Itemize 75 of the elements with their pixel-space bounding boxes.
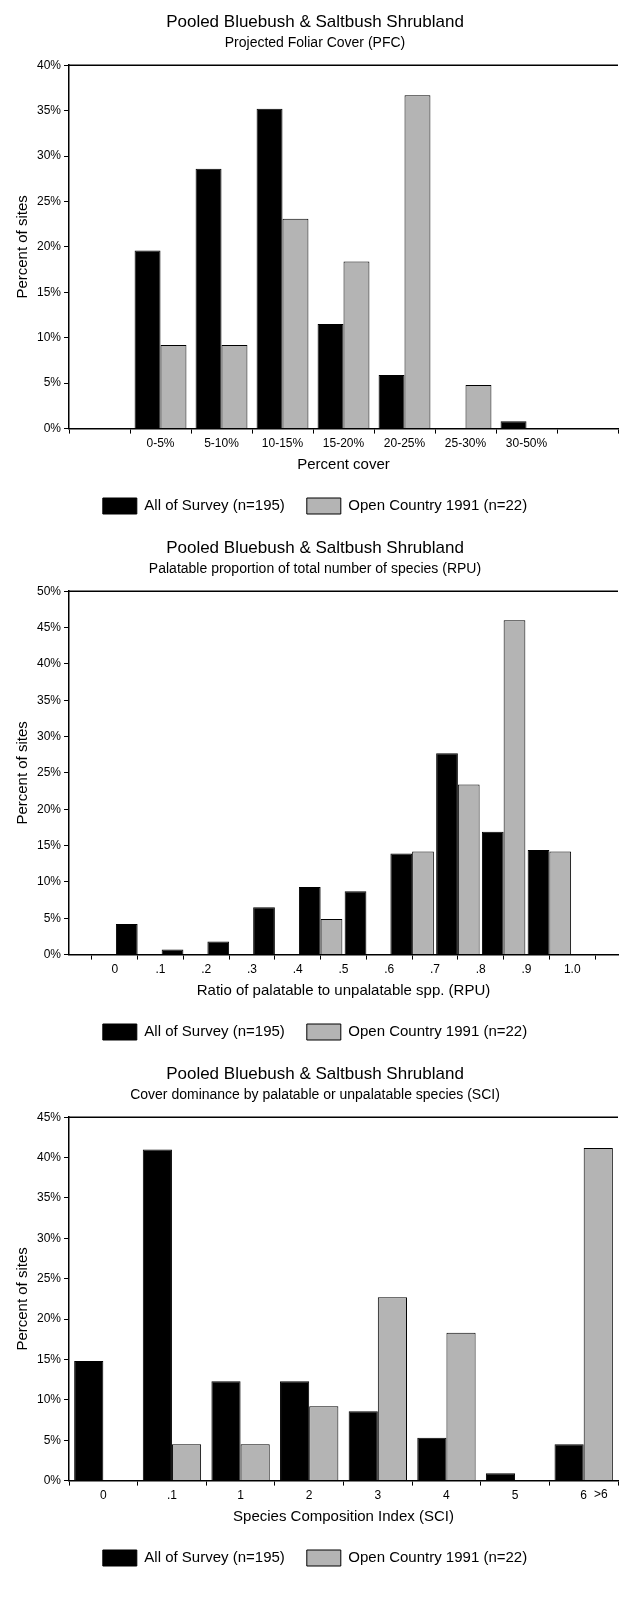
x-tick-label: .3 [247, 962, 258, 977]
x-axis-title: Species Composition Index (SCI) [233, 1507, 454, 1525]
y-tick-label: 40% [36, 1149, 62, 1164]
y-tick-label: 5% [43, 1432, 62, 1447]
y-tick-label: 5% [43, 375, 62, 390]
y-tick-label: 25% [36, 765, 62, 780]
y-tick-label: 0% [43, 420, 62, 435]
chart-subtitle: Cover dominance by palatable or unpalatable species (SCI) [130, 1085, 500, 1102]
y-tick-label: 35% [36, 1190, 62, 1205]
y-tick-label: 20% [36, 1311, 62, 1326]
y-tick-label: 0% [43, 946, 62, 961]
x-axis-title: Ratio of palatable to unpalatable spp. (RPU) [196, 981, 491, 999]
chart-subtitle: Projected Foliar Cover (PFC) [224, 33, 406, 50]
x-tick-label: 4 [443, 1488, 451, 1503]
legend-label: Open Country 1991 (n=22) [348, 496, 528, 514]
y-tick-label: 30% [36, 148, 62, 163]
y-axis-title: Percent of sites [13, 1247, 31, 1351]
x-tick-label: .6 [384, 962, 395, 977]
y-tick-label: 10% [36, 330, 62, 345]
y-tick-label: 45% [36, 1109, 62, 1124]
y-tick-label: 35% [36, 692, 62, 707]
y-tick-label: 10% [36, 1392, 62, 1407]
x-tick-label: 0-5% [146, 436, 175, 451]
y-tick-label: 30% [36, 728, 62, 743]
x-tick-label: .5 [338, 962, 349, 977]
y-tick-label: 5% [43, 910, 62, 925]
y-tick-label: 45% [36, 619, 62, 634]
x-tick-label: .8 [475, 962, 487, 977]
chart-title: Pooled Bluebush & Saltbush Shrubland [166, 1063, 464, 1083]
x-tick-label: 1.0 [563, 962, 581, 977]
y-tick-label: 15% [36, 284, 62, 299]
x-tick-label: .2 [201, 962, 212, 977]
x-tick-label: 20-25% [383, 436, 426, 451]
legend-label: Open Country 1991 (n=22) [348, 1022, 528, 1040]
x-tick-label: 15-20% [322, 436, 365, 451]
x-tick-label: 1 [237, 1488, 245, 1503]
x-tick-label: 3 [374, 1488, 382, 1503]
y-tick-label: 35% [36, 102, 62, 117]
x-tick-label: 0 [99, 1488, 107, 1503]
y-tick-label: 0% [43, 1472, 62, 1487]
x-tick-label: .9 [521, 962, 532, 977]
y-tick-label: 15% [36, 837, 62, 852]
legend-label: All of Survey (n=195) [144, 1022, 285, 1040]
x-tick-label: 2 [305, 1488, 313, 1503]
y-tick-label: 25% [36, 1271, 62, 1286]
chart-title: Pooled Bluebush & Saltbush Shrubland [166, 537, 464, 557]
y-tick-label: 10% [36, 874, 62, 889]
y-tick-label: 15% [36, 1351, 62, 1366]
x-axis-title: Percent cover [297, 455, 390, 473]
y-tick-label: 50% [36, 583, 62, 598]
text: >6 [594, 1486, 609, 1501]
legend-label: All of Survey (n=195) [144, 1548, 285, 1566]
y-tick-label: 40% [36, 656, 62, 671]
x-tick-label: .7 [430, 962, 441, 977]
x-tick-label: .1 [155, 962, 166, 977]
legend-label: Open Country 1991 (n=22) [348, 1548, 528, 1566]
x-tick-label: .4 [292, 962, 304, 977]
x-tick-label: 30-50% [505, 436, 548, 451]
y-tick-label: 20% [36, 239, 62, 254]
x-tick-label: 5 [511, 1488, 519, 1503]
y-tick-label: 40% [36, 57, 62, 72]
x-tick-label: .1 [166, 1488, 178, 1503]
y-tick-label: 25% [36, 193, 62, 208]
x-tick-label: 0 [111, 962, 119, 977]
x-tick-label: 5-10% [204, 436, 240, 451]
x-tick-label: 10-15% [261, 436, 304, 451]
y-axis-title: Percent of sites [13, 721, 31, 825]
chart-subtitle: Palatable proportion of total number of species (RPU) [148, 559, 482, 576]
y-axis-title: Percent of sites [13, 195, 31, 299]
y-tick-label: 30% [36, 1230, 62, 1245]
legend-label: All of Survey (n=195) [144, 496, 285, 514]
x-tick-label: 6 [580, 1488, 588, 1503]
chart-title: Pooled Bluebush & Saltbush Shrubland [166, 11, 464, 31]
x-tick-label: 25-30% [444, 436, 487, 451]
y-tick-label: 20% [36, 801, 62, 816]
